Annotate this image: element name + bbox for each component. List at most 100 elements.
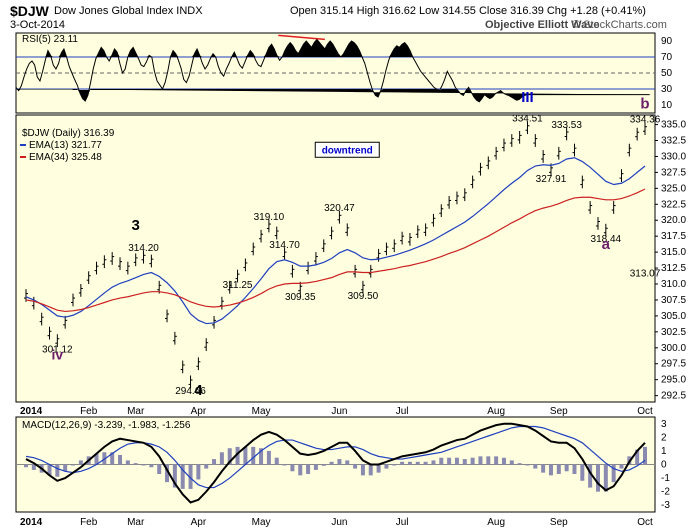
macd-histogram-bar: [486, 456, 491, 465]
macd-histogram-bar: [243, 446, 248, 465]
macd-histogram-bar: [227, 448, 232, 465]
price-tick-label: 312.5: [661, 263, 686, 274]
macd-x-tick-label: Mar: [127, 517, 145, 528]
wave-label: 3: [132, 217, 140, 234]
rsi-tick-label: 10: [661, 100, 673, 111]
macd-legend: MACD(12,26,9) -3.239, -1.983, -1.256: [22, 420, 191, 431]
price-tick-label: 335.0: [661, 120, 686, 131]
price-x-tick-label: Sep: [550, 406, 568, 417]
macd-histogram-bar: [572, 464, 577, 474]
macd-histogram-bar: [141, 464, 146, 466]
price-tick-label: 332.5: [661, 136, 686, 147]
rsi-tick-label: 70: [661, 52, 673, 63]
macd-histogram-bar: [462, 459, 467, 465]
macd-tick-label: 3: [661, 419, 667, 430]
price-annotation: 334.51: [512, 114, 543, 125]
macd-histogram-bar: [635, 449, 640, 465]
macd-histogram-bar: [580, 464, 585, 481]
macd-histogram-bar: [172, 464, 177, 488]
wave-label: a: [602, 236, 611, 253]
rsi-tick-label: 30: [661, 84, 673, 95]
macd-tick-label: -2: [661, 487, 670, 498]
macd-histogram-bar: [274, 457, 279, 465]
downtrend-label: downtrend: [322, 145, 373, 156]
macd-histogram-bar: [353, 464, 358, 469]
price-tick-label: 292.5: [661, 391, 686, 402]
macd-histogram-bar: [282, 464, 287, 466]
macd-histogram-bar: [204, 464, 209, 469]
macd-tick-label: -1: [661, 473, 670, 484]
symbol-name: Dow Jones Global Index INDX: [54, 5, 203, 17]
macd-histogram-bar: [533, 464, 538, 469]
price-x-tick-label: Aug: [487, 406, 505, 417]
macd-histogram-bar: [219, 452, 224, 465]
macd-histogram-bar: [439, 457, 444, 465]
macd-histogram-bar: [266, 450, 271, 465]
macd-histogram-bar: [392, 464, 397, 466]
macd-histogram-bar: [78, 460, 83, 465]
macd-histogram-bar: [525, 464, 530, 466]
macd-line: [25, 422, 646, 504]
brand-left: Objective Elliott Wave: [485, 19, 600, 31]
macd-histogram-bar: [180, 464, 185, 489]
macd-histogram-bar: [556, 464, 561, 474]
price-tick-label: 322.5: [661, 199, 686, 210]
macd-signal-line: [25, 425, 646, 489]
price-tick-label: 295.0: [661, 375, 686, 386]
macd-x-tick-label: 2014: [20, 517, 43, 528]
macd-histogram-bar: [71, 464, 76, 466]
brand-right: © StockCharts.com: [572, 19, 667, 31]
macd-histogram-bar: [24, 464, 28, 468]
macd-x-tick-label: Aug: [487, 517, 505, 528]
macd-tick-label: 1: [661, 446, 667, 457]
macd-tick-label: 2: [661, 432, 667, 443]
price-annotation: 333.53: [551, 120, 582, 131]
price-annotation: 319.10: [254, 212, 285, 223]
symbol: $DJW: [10, 3, 49, 19]
macd-histogram-bar: [588, 464, 593, 488]
wave-label: III: [521, 89, 534, 106]
price-x-tick-label: Apr: [191, 406, 207, 417]
ema13-line: [25, 157, 646, 325]
wave-label: b: [640, 96, 649, 113]
price-x-tick-label: Feb: [80, 406, 98, 417]
macd-histogram-bar: [611, 464, 616, 483]
macd-histogram-bar: [196, 464, 201, 480]
price-annotation: 327.91: [536, 174, 567, 185]
macd-histogram-bar: [55, 464, 60, 477]
price-x-tick-label: Oct: [637, 406, 653, 417]
macd-histogram-bar: [384, 464, 389, 469]
price-tick-label: 327.5: [661, 167, 686, 178]
macd-histogram-bar: [306, 464, 311, 474]
rsi-trendline: [278, 34, 325, 41]
price-tick-label: 297.5: [661, 359, 686, 370]
macd-x-tick-label: Sep: [550, 517, 568, 528]
macd-histogram-bar: [643, 446, 647, 465]
macd-histogram-bar: [400, 461, 405, 465]
macd-histogram-bar: [619, 464, 624, 469]
price-tick-label: 302.5: [661, 327, 686, 338]
price-tick-label: 325.0: [661, 183, 686, 194]
macd-histogram-bar: [368, 464, 373, 476]
macd-x-tick-label: Jul: [396, 517, 409, 528]
macd-histogram-bar: [259, 448, 264, 465]
macd-histogram-bar: [345, 460, 350, 465]
macd-histogram-bar: [94, 453, 99, 465]
macd-histogram-bar: [133, 463, 138, 465]
price-panel: [15, 114, 656, 403]
price-legend: $DJW (Daily) 316.39: [22, 128, 115, 139]
macd-histogram-bar: [235, 446, 240, 465]
price-annotation: 318.44: [591, 234, 622, 245]
macd-histogram-bar: [541, 464, 546, 473]
wave-label: 4: [194, 382, 203, 399]
macd-x-tick-label: Jun: [331, 517, 347, 528]
macd-histogram-bar: [321, 464, 326, 466]
price-annotation: 314.70: [269, 240, 300, 251]
macd-histogram-bar: [423, 461, 428, 465]
macd-histogram-bar: [63, 464, 68, 472]
price-tick-label: 307.5: [661, 295, 686, 306]
price-x-tick-label: 2014: [20, 406, 43, 417]
ohlc-summary: Open 315.14 High 316.62 Low 314.55 Close…: [290, 5, 646, 17]
macd-histogram-bar: [313, 464, 318, 470]
macd-histogram-bar: [517, 463, 522, 465]
